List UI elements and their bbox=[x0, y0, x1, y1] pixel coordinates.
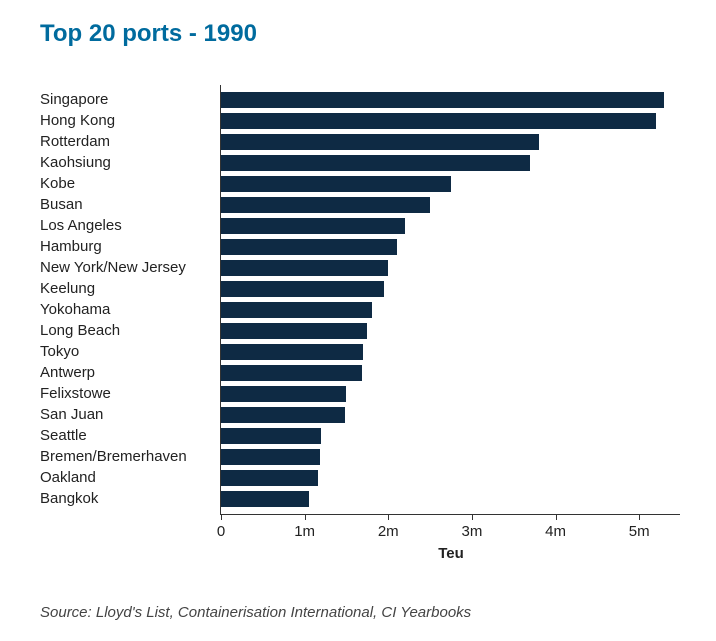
bar bbox=[221, 386, 346, 402]
y-label: Tokyo bbox=[40, 341, 215, 362]
bar bbox=[221, 113, 656, 129]
x-tick-label: 1m bbox=[294, 523, 315, 540]
x-tick bbox=[556, 514, 557, 520]
y-label: Hamburg bbox=[40, 236, 215, 257]
bar bbox=[221, 197, 430, 213]
x-tick-label: 5m bbox=[629, 523, 650, 540]
x-tick bbox=[305, 514, 306, 520]
chart-container: SingaporeHong KongRotterdamKaohsiungKobe… bbox=[40, 85, 690, 555]
bar bbox=[221, 134, 539, 150]
x-tick bbox=[639, 514, 640, 520]
bar bbox=[221, 344, 363, 360]
bar bbox=[221, 470, 318, 486]
bar bbox=[221, 365, 362, 381]
y-label: Kobe bbox=[40, 173, 215, 194]
y-label: Bangkok bbox=[40, 488, 215, 509]
y-label: Hong Kong bbox=[40, 110, 215, 131]
y-label: Yokohama bbox=[40, 299, 215, 320]
x-tick-label: 2m bbox=[378, 523, 399, 540]
x-tick-label: 0 bbox=[217, 523, 225, 540]
y-label: Felixstowe bbox=[40, 383, 215, 404]
y-label: Rotterdam bbox=[40, 131, 215, 152]
x-tick-label: 3m bbox=[461, 523, 482, 540]
bar bbox=[221, 92, 664, 108]
y-label: Antwerp bbox=[40, 362, 215, 383]
bar bbox=[221, 302, 372, 318]
chart-title: Top 20 ports - 1990 bbox=[40, 20, 257, 48]
y-label: Busan bbox=[40, 194, 215, 215]
bar bbox=[221, 155, 530, 171]
x-tick bbox=[472, 514, 473, 520]
y-label: Long Beach bbox=[40, 320, 215, 341]
bar bbox=[221, 176, 451, 192]
y-label: Seattle bbox=[40, 425, 215, 446]
source-text: Source: Lloyd's List, Containerisation I… bbox=[40, 604, 471, 621]
y-label: Oakland bbox=[40, 467, 215, 488]
plot-area: 01m2m3m4m5m Teu bbox=[220, 85, 680, 515]
y-label: Kaohsiung bbox=[40, 152, 215, 173]
bar bbox=[221, 323, 367, 339]
y-label: San Juan bbox=[40, 404, 215, 425]
x-tick-label: 4m bbox=[545, 523, 566, 540]
bar bbox=[221, 491, 309, 507]
x-tick bbox=[221, 514, 222, 520]
bar bbox=[221, 428, 321, 444]
x-axis-label: Teu bbox=[438, 545, 464, 562]
y-label: New York/New Jersey bbox=[40, 257, 215, 278]
bar bbox=[221, 218, 405, 234]
y-label: Los Angeles bbox=[40, 215, 215, 236]
bar bbox=[221, 281, 384, 297]
bar bbox=[221, 239, 397, 255]
bar bbox=[221, 407, 345, 423]
y-label: Singapore bbox=[40, 89, 215, 110]
bar bbox=[221, 260, 388, 276]
y-label: Bremen/Bremerhaven bbox=[40, 446, 215, 467]
bar bbox=[221, 449, 320, 465]
y-label: Keelung bbox=[40, 278, 215, 299]
x-tick bbox=[388, 514, 389, 520]
